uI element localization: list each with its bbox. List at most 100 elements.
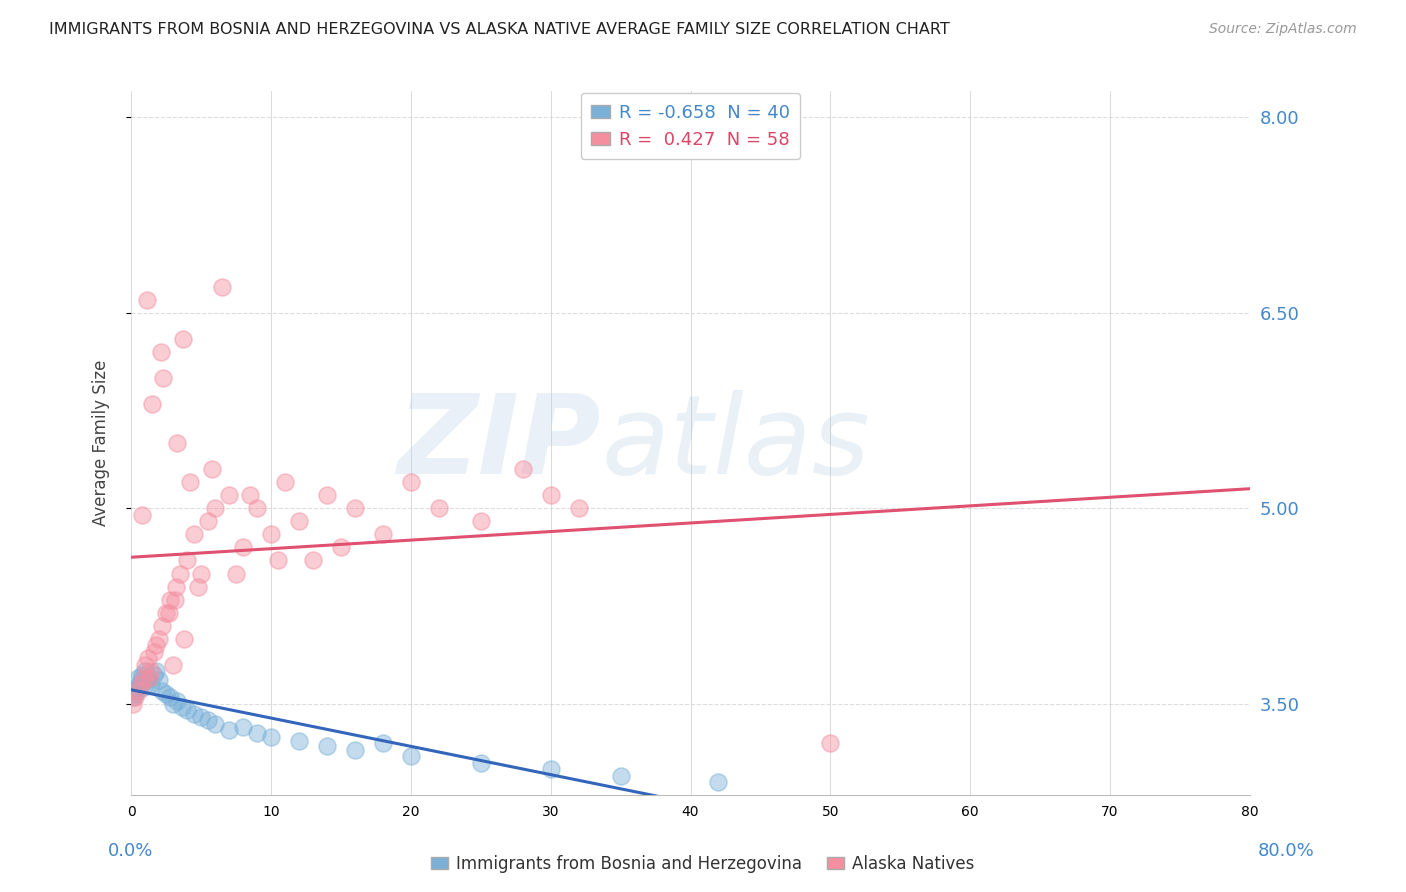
Point — [157, 606, 180, 620]
Point — [260, 730, 283, 744]
Point — [246, 501, 269, 516]
Point — [427, 501, 450, 516]
Point — [371, 736, 394, 750]
Point — [512, 462, 534, 476]
Point — [316, 488, 339, 502]
Point — [197, 514, 219, 528]
Point — [190, 710, 212, 724]
Point — [150, 618, 173, 632]
Point — [316, 739, 339, 753]
Point — [302, 553, 325, 567]
Point — [148, 673, 170, 688]
Point — [176, 704, 198, 718]
Point — [128, 677, 150, 691]
Point — [232, 721, 254, 735]
Point — [470, 514, 492, 528]
Point — [132, 671, 155, 685]
Point — [225, 566, 247, 581]
Point — [707, 775, 730, 789]
Point — [540, 488, 562, 502]
Text: 80.0%: 80.0% — [1258, 842, 1315, 860]
Point — [134, 665, 156, 679]
Point — [568, 501, 591, 516]
Point — [139, 665, 162, 679]
Legend: R = -0.658  N = 40, R =  0.427  N = 58: R = -0.658 N = 40, R = 0.427 N = 58 — [581, 93, 800, 160]
Point — [150, 684, 173, 698]
Point — [260, 527, 283, 541]
Point — [125, 681, 148, 696]
Point — [172, 332, 194, 346]
Point — [204, 501, 226, 516]
Point — [288, 514, 311, 528]
Point — [129, 673, 152, 688]
Point — [274, 475, 297, 490]
Point — [121, 697, 143, 711]
Text: atlas: atlas — [600, 390, 870, 497]
Point — [211, 279, 233, 293]
Point — [139, 677, 162, 691]
Point — [121, 690, 143, 705]
Point — [148, 632, 170, 646]
Text: 0.0%: 0.0% — [108, 842, 153, 860]
Point — [371, 527, 394, 541]
Point — [183, 527, 205, 541]
Point — [124, 687, 146, 701]
Point — [131, 668, 153, 682]
Legend: Immigrants from Bosnia and Herzegovina, Alaska Natives: Immigrants from Bosnia and Herzegovina, … — [425, 848, 981, 880]
Point — [190, 566, 212, 581]
Point — [145, 638, 167, 652]
Point — [329, 541, 352, 555]
Point — [124, 690, 146, 705]
Point — [201, 462, 224, 476]
Point — [152, 371, 174, 385]
Point — [138, 671, 160, 685]
Point — [159, 690, 181, 705]
Point — [131, 508, 153, 522]
Y-axis label: Average Family Size: Average Family Size — [93, 359, 110, 526]
Point — [173, 632, 195, 646]
Point — [820, 736, 842, 750]
Point — [343, 742, 366, 756]
Point — [232, 541, 254, 555]
Point — [246, 725, 269, 739]
Point — [399, 475, 422, 490]
Point — [132, 680, 155, 694]
Point — [288, 733, 311, 747]
Text: IMMIGRANTS FROM BOSNIA AND HERZEGOVINA VS ALASKA NATIVE AVERAGE FAMILY SIZE CORR: IMMIGRANTS FROM BOSNIA AND HERZEGOVINA V… — [49, 22, 950, 37]
Point — [540, 762, 562, 776]
Point — [149, 344, 172, 359]
Point — [239, 488, 262, 502]
Point — [166, 436, 188, 450]
Point — [142, 668, 165, 682]
Point — [165, 580, 187, 594]
Point — [159, 592, 181, 607]
Point — [218, 723, 240, 737]
Point — [142, 645, 165, 659]
Point — [183, 707, 205, 722]
Point — [343, 501, 366, 516]
Point — [162, 697, 184, 711]
Point — [470, 756, 492, 770]
Point — [267, 553, 290, 567]
Point — [169, 566, 191, 581]
Point — [155, 687, 177, 701]
Point — [170, 699, 193, 714]
Point — [145, 665, 167, 679]
Point — [135, 293, 157, 307]
Point — [155, 606, 177, 620]
Point — [609, 769, 631, 783]
Point — [197, 713, 219, 727]
Point — [122, 684, 145, 698]
Point — [176, 553, 198, 567]
Text: Source: ZipAtlas.com: Source: ZipAtlas.com — [1209, 22, 1357, 37]
Point — [134, 657, 156, 672]
Point — [163, 592, 186, 607]
Point — [136, 651, 159, 665]
Point — [127, 671, 149, 685]
Point — [129, 677, 152, 691]
Point — [135, 673, 157, 688]
Point — [399, 749, 422, 764]
Text: ZIP: ZIP — [398, 390, 600, 497]
Point — [218, 488, 240, 502]
Point — [141, 397, 163, 411]
